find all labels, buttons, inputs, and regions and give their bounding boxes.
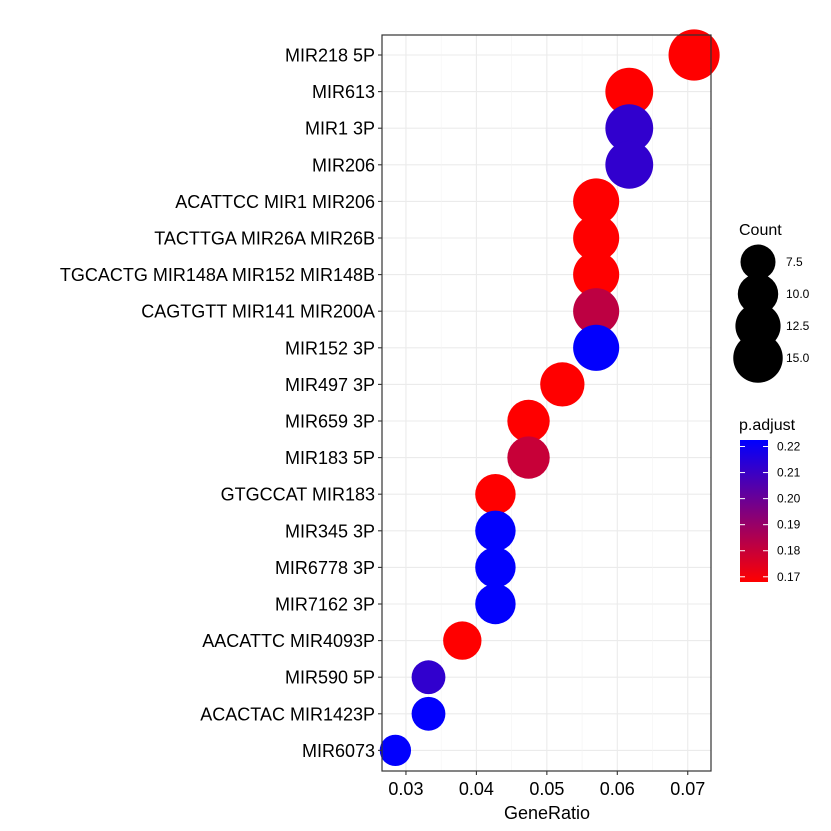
- data-point: [573, 178, 620, 225]
- color-legend-label: 0.20: [777, 492, 801, 506]
- y-tick-label: MIR218 5P: [285, 46, 375, 66]
- y-tick-label: MIR345 3P: [285, 521, 375, 541]
- x-axis-title: GeneRatio: [504, 803, 590, 823]
- y-tick-label: MIR613: [312, 82, 375, 102]
- size-legend: Count 7.5 10.0 12.5 15.0: [733, 222, 810, 383]
- x-tick-label: 0.04: [459, 779, 494, 799]
- size-legend-label: 7.5: [786, 255, 803, 269]
- data-point: [573, 288, 620, 335]
- size-legend-key: [737, 273, 779, 315]
- y-tick-label: MIR497 3P: [285, 375, 375, 395]
- y-tick-label: MIR152 3P: [285, 338, 375, 358]
- y-tick-label: MIR183 5P: [285, 448, 375, 468]
- x-axis: 0.03 0.04 0.05 0.06 0.07: [388, 771, 705, 799]
- data-point: [411, 660, 446, 695]
- y-tick-label: ACACTAC MIR1423P: [200, 704, 375, 724]
- data-point: [475, 510, 516, 552]
- y-tick-label: MIR206: [312, 155, 375, 175]
- size-legend-label: 12.5: [786, 319, 810, 333]
- y-tick-label: TACTTGA MIR26A MIR26B: [154, 229, 375, 249]
- size-legend-label: 10.0: [786, 287, 810, 301]
- color-legend-label: 0.22: [777, 440, 801, 454]
- data-point: [668, 29, 720, 81]
- size-legend-title: Count: [739, 222, 782, 239]
- y-axis: MIR218 5P MIR613 MIR1 3P MIR206 ACATTCC MIR1…: [60, 46, 382, 761]
- data-point: [411, 696, 446, 731]
- data-point: [573, 251, 620, 298]
- color-legend-label: 0.19: [777, 518, 801, 532]
- y-tick-label: CAGTGTT MIR141 MIR200A: [141, 302, 375, 322]
- data-point: [573, 324, 620, 371]
- size-legend-label: 15.0: [786, 351, 810, 365]
- data-point: [443, 621, 482, 660]
- color-legend-label: 0.21: [777, 466, 801, 480]
- x-tick-label: 0.07: [670, 779, 705, 799]
- x-tick-label: 0.06: [600, 779, 635, 799]
- color-legend-label: 0.17: [777, 570, 801, 584]
- data-point: [605, 104, 654, 153]
- color-bar: [740, 440, 768, 582]
- data-point: [475, 473, 516, 515]
- data-points: [379, 29, 720, 767]
- color-legend-label: 0.18: [777, 544, 801, 558]
- y-tick-label: MIR7162 3P: [275, 595, 375, 615]
- y-tick-label: MIR1 3P: [305, 119, 375, 139]
- size-legend-key: [733, 333, 783, 383]
- data-point: [475, 547, 516, 588]
- x-tick-label: 0.05: [529, 779, 564, 799]
- y-tick-label: GTGCCAT MIR183: [221, 485, 375, 505]
- data-point: [507, 399, 550, 443]
- color-legend-title: p.adjust: [739, 417, 796, 434]
- data-point: [573, 214, 620, 262]
- y-tick-label: AACATTC MIR4093P: [202, 631, 375, 651]
- data-point: [540, 362, 585, 407]
- y-tick-label: ACATTCC MIR1 MIR206: [175, 192, 375, 212]
- y-tick-label: TGCACTG MIR148A MIR152 MIR148B: [60, 265, 375, 285]
- y-tick-label: MIR590 5P: [285, 668, 375, 688]
- y-tick-label: MIR6073: [302, 741, 375, 761]
- size-legend-key: [740, 244, 776, 280]
- data-point: [475, 583, 516, 625]
- y-tick-label: MIR659 3P: [285, 412, 375, 432]
- data-point: [507, 436, 550, 479]
- data-point: [605, 140, 654, 189]
- x-tick-label: 0.03: [388, 779, 423, 799]
- y-tick-label: MIR6778 3P: [275, 558, 375, 578]
- data-point: [605, 67, 654, 116]
- color-legend: p.adjust 0.17 0.18 0.19 0.20 0.21 0.22: [739, 417, 801, 584]
- data-point: [379, 734, 412, 767]
